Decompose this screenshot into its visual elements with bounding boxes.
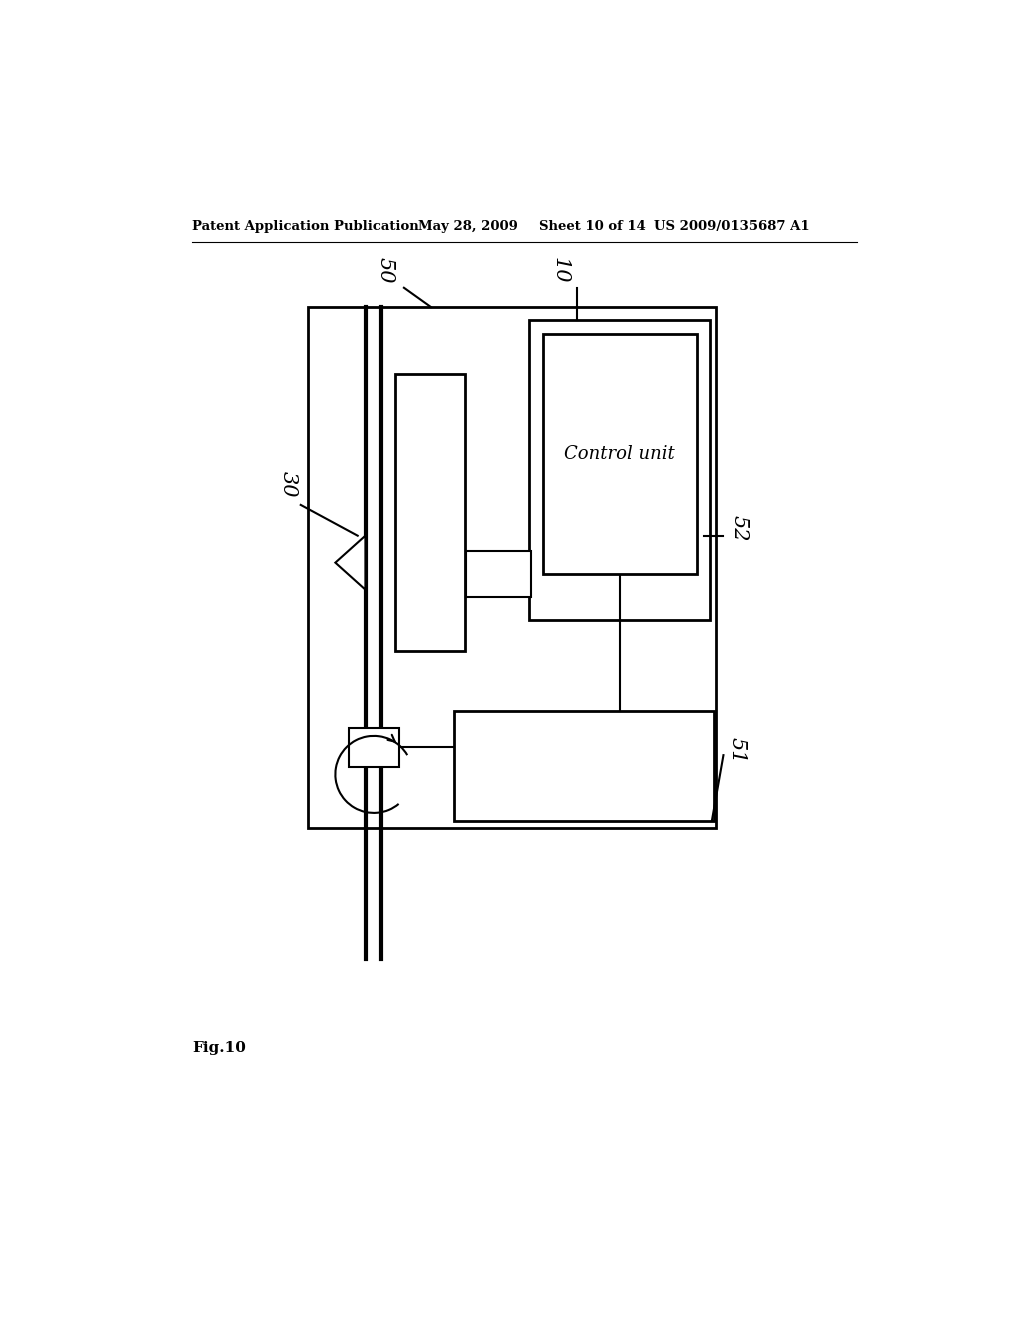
Text: 50: 50	[375, 257, 394, 284]
Text: Control unit: Control unit	[564, 445, 675, 463]
Text: Patent Application Publication: Patent Application Publication	[193, 219, 419, 232]
Text: 52: 52	[730, 515, 749, 541]
Text: Sheet 10 of 14: Sheet 10 of 14	[539, 219, 645, 232]
Polygon shape	[336, 536, 366, 590]
Text: US 2009/0135687 A1: US 2009/0135687 A1	[654, 219, 810, 232]
Text: May 28, 2009: May 28, 2009	[418, 219, 518, 232]
Bar	[529, 321, 710, 620]
Bar	[466, 552, 531, 597]
Bar	[543, 334, 696, 574]
Text: 30: 30	[279, 471, 298, 498]
Text: 51: 51	[727, 737, 746, 763]
Bar	[349, 729, 398, 767]
Text: Fig.10: Fig.10	[193, 1040, 246, 1055]
Bar	[307, 308, 716, 829]
Bar	[395, 374, 465, 651]
Bar	[454, 711, 714, 821]
Text: 10: 10	[551, 257, 569, 284]
